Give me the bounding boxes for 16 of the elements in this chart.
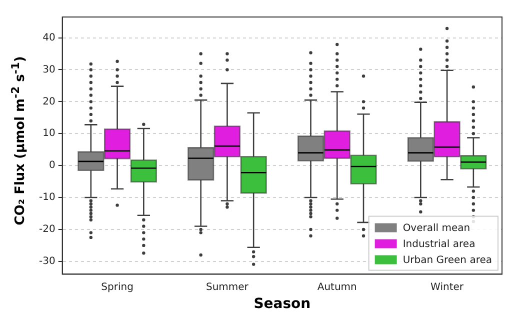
y-tick-label: -30: [38, 256, 56, 268]
y-tick-label: 10: [42, 128, 56, 140]
x-tick-label: Spring: [101, 282, 134, 293]
legend-label: Urban Green area: [402, 254, 492, 266]
x-tick-label: Autumn: [317, 282, 357, 293]
y-tick-label: 0: [48, 160, 56, 172]
y-tick-label: 40: [42, 32, 56, 44]
y-tick-label: 30: [42, 64, 56, 76]
legend-label: Overall mean: [402, 222, 470, 234]
legend-label: Industrial area: [402, 238, 476, 250]
y-tick-label: 20: [42, 96, 56, 108]
y-tick-label: -10: [38, 192, 56, 204]
x-tick-label: Summer: [206, 282, 250, 293]
x-tick-label: Winter: [430, 282, 464, 293]
x-axis-title: Season: [254, 296, 311, 312]
y-tick-label: -20: [38, 224, 56, 236]
